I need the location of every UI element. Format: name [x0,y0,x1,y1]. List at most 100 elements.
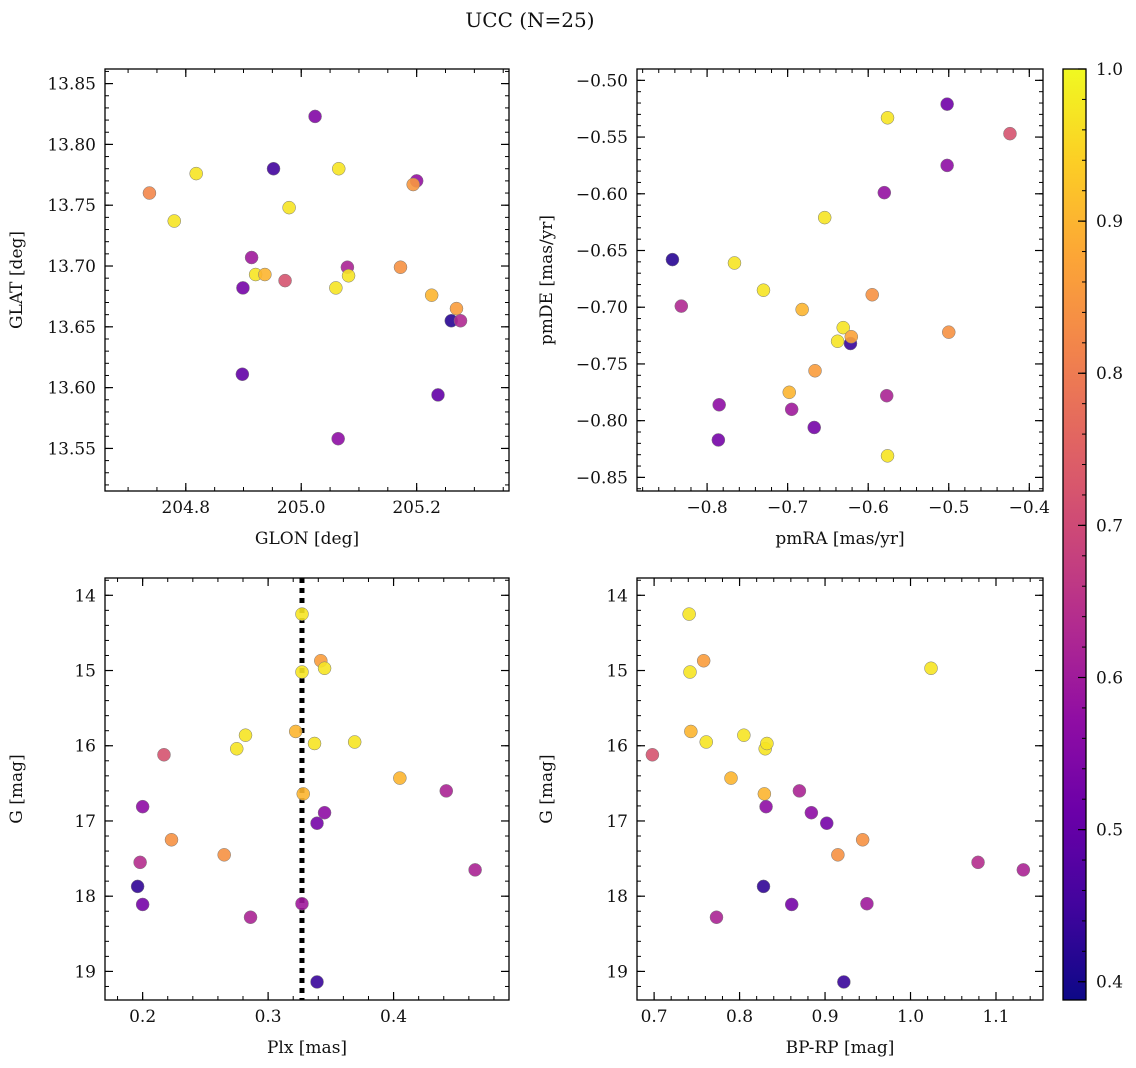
y-tick-label: −0.60 [576,185,628,205]
y-tick-label: 18 [606,887,628,907]
y-tick-label: 13.75 [47,196,96,216]
y-tick-label: 13.55 [47,439,96,459]
axes-frame [636,577,1044,1001]
scatter-point [880,111,895,125]
scatter-point [164,833,179,847]
scatter-point [189,166,203,181]
scatter-point [709,910,724,925]
axes-frame [104,68,510,492]
x-tick-label: −0.4 [1009,498,1050,518]
scatter-point [645,748,660,762]
scatter-point [238,728,253,742]
scatter-point [217,848,231,862]
y-axis-label: GLAT [deg] [7,231,27,329]
x-tick-label: −0.5 [928,498,969,518]
scatter-point [682,607,696,621]
y-tick-label: −0.50 [576,71,628,91]
scatter-point [971,855,985,870]
scatter-point [712,398,726,412]
colorbar-tick-label: 0.7 [1096,516,1123,536]
scatter-point [236,281,250,295]
scatter-point [331,161,346,176]
scatter-point [406,177,420,192]
scatter-point [699,735,713,749]
scatter-point [817,210,832,225]
y-tick-label: 14 [74,586,96,606]
scatter-point [296,787,310,801]
scatter-point [295,607,309,621]
scatter-point [449,301,464,316]
scatter-point [331,431,345,446]
panel-glon-glat: 204.8 205.0 205.2 13.55 13.60 13.65 13.70 13.75… [7,68,510,549]
x-tick-label: 0.3 [255,1007,282,1027]
scatter-point [235,367,250,382]
scatter-point [711,433,726,447]
x-tick-label: 0.9 [812,1007,839,1027]
y-tick-label: −0.55 [576,128,628,148]
y-tick-label: 18 [74,887,96,907]
colorbar-tick-label: 0.6 [1096,668,1123,688]
scatter-point [1003,126,1017,141]
colorbar: 0.4 0.5 0.6 0.7 0.8 0.9 1.0 [1062,60,1123,1001]
scatter-point [393,260,408,274]
scatter-point [880,449,895,463]
axes-frame [636,68,1044,492]
scatter-point [243,910,258,925]
y-tick-label: 14 [606,586,628,606]
x-axis-label: Plx [mas] [267,1038,347,1058]
y-tick-label: 13.80 [47,135,96,155]
y-tick-label: −0.70 [576,298,628,318]
scatter-point [804,805,819,820]
scatter-point [760,736,774,751]
y-tick-label: 13.70 [47,257,96,277]
scatter-point [157,748,171,762]
scatter-point [836,320,850,335]
scatter-point [696,653,711,668]
scatter-point [310,975,324,989]
scatter-point [784,897,799,912]
y-tick-label: 16 [606,737,628,757]
x-axis-label: GLON [deg] [255,529,359,549]
scatter-point [1016,863,1031,877]
y-tick-label: 17 [74,812,96,832]
scatter-point [431,388,445,402]
scatter-point [347,735,362,749]
scatter-point [295,665,309,679]
scatter-point [317,805,332,820]
x-tick-label: 205.2 [392,498,441,518]
scatter-point [244,250,259,265]
scatter-point [393,771,407,785]
figure-title: UCC (N=25) [465,8,594,32]
colorbar-tick-label: 0.9 [1096,212,1123,232]
scatter-point [439,784,454,798]
y-axis-label: G [mag] [7,754,27,823]
y-tick-label: −0.75 [576,355,628,375]
scatter-point [135,799,150,814]
scatter-point [924,661,938,676]
colorbar-tick-label: 0.8 [1096,364,1123,384]
y-axis-label: pmDE [mas/yr] [537,215,557,345]
scatter-point [295,896,309,911]
scatter-point [737,728,751,742]
scatter-point [784,402,799,417]
scatter-point [135,897,150,912]
scatter-point [782,385,796,400]
scatter-point [757,787,772,801]
scatter-point [830,334,845,349]
scatter-point [308,109,322,124]
x-tick-label: −0.7 [767,498,808,518]
scatter-point [468,863,482,877]
scatter-point [756,879,771,894]
scatter-point [820,816,834,830]
scatter-point [665,252,680,267]
x-axis-label: pmRA [mas/yr] [775,529,904,549]
scatter-point [307,736,322,751]
scatter-point [808,364,822,378]
y-tick-label: 17 [606,812,628,832]
y-tick-label: 13.60 [47,379,96,399]
scatter-point [855,833,870,847]
scatter-point [317,661,332,676]
y-tick-label: −0.80 [576,412,628,432]
colorbar-gradient [1063,69,1086,1000]
scatter-point [684,724,698,739]
